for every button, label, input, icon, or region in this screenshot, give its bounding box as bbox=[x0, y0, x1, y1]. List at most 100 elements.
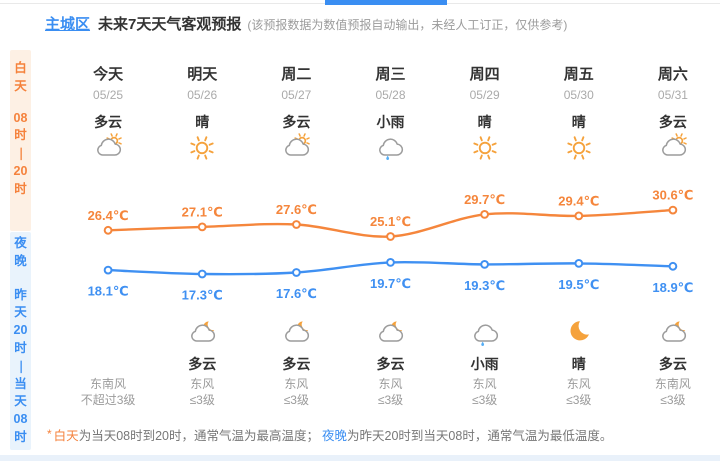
period-char: 天 bbox=[14, 78, 27, 93]
page-header: 主城区 未来7天天气客观预报 (该预报数据为数值预报自动输出，未经人工订正，仅供… bbox=[45, 13, 567, 34]
wind-info: 东风 ≤3级 bbox=[472, 376, 497, 408]
forecast-column: 今天 05/25 多云 东南风 不超过3级 bbox=[61, 60, 155, 408]
temp-data-point bbox=[480, 260, 490, 269]
forecast-column: 周六 05/31 多云 多云 东南风 ≤3级 bbox=[626, 60, 720, 408]
cloud-moon-icon bbox=[662, 321, 686, 342]
footer-day-term: 白天 bbox=[53, 429, 79, 443]
period-char: 晚 bbox=[14, 253, 27, 268]
cloud-rain-icon bbox=[379, 138, 404, 160]
temp-value-label: 27.1℃ bbox=[182, 204, 223, 219]
wind-level: ≤3级 bbox=[189, 393, 215, 407]
page-title: 未来7天天气客观预报 bbox=[98, 16, 242, 33]
temp-value-label: 25.1℃ bbox=[370, 214, 411, 229]
temp-data-point bbox=[574, 211, 584, 221]
wind-level: ≤3级 bbox=[377, 393, 404, 407]
wind-info: 东风 ≤3级 bbox=[566, 376, 591, 408]
temp-data-point bbox=[103, 265, 113, 275]
temp-data-point bbox=[386, 232, 395, 241]
date-label: 05/25 bbox=[93, 88, 124, 102]
night-condition: 多云 bbox=[188, 356, 217, 372]
temp-data-point bbox=[292, 220, 301, 229]
footer-note: * 白天为当天08时到20时，通常气温为最高温度； 夜晚为昨天20时到当天08时，通… bbox=[47, 425, 612, 444]
night-weather-icon-slot bbox=[187, 318, 217, 348]
period-char: 当 bbox=[14, 376, 27, 391]
wind-level: ≤3级 bbox=[472, 393, 498, 407]
forecast-column: 周二 05/27 多云 多云 东风 ≤3级 bbox=[249, 60, 343, 408]
temp-data-point bbox=[197, 269, 207, 279]
sun-icon bbox=[190, 136, 214, 160]
wind-level: ≤3级 bbox=[566, 393, 592, 407]
cloud-moon-icon bbox=[285, 321, 310, 342]
day-condition: 小雨 bbox=[376, 114, 405, 130]
period-char: 天 bbox=[14, 305, 27, 320]
period-char: — bbox=[14, 147, 29, 161]
day-label: 周五 bbox=[563, 65, 594, 83]
temp-data-point bbox=[103, 225, 113, 235]
wind-direction: 东风 bbox=[566, 377, 591, 391]
day-condition: 多云 bbox=[282, 114, 311, 130]
period-char: 天 bbox=[14, 394, 27, 409]
cloud-moon-icon bbox=[191, 321, 216, 342]
sun-icon bbox=[472, 136, 497, 160]
active-tab-indicator[interactable] bbox=[325, 0, 447, 5]
temperature-chart: 26.4℃ 27.1℃ 27.6℃ 25.1℃ 29.7℃ 29.4℃ 30.6℃ 18.1℃… bbox=[88, 188, 694, 303]
day-label: 周四 bbox=[469, 65, 500, 83]
wind-level: ≤3级 bbox=[660, 393, 686, 407]
day-condition: 多云 bbox=[658, 114, 687, 130]
wind-info: 东风 ≤3级 bbox=[190, 376, 215, 408]
cloud-sun-icon bbox=[285, 133, 311, 156]
period-char: 时 bbox=[14, 128, 27, 143]
period-char: 白 bbox=[14, 61, 27, 75]
wind-direction: 东风 bbox=[378, 377, 403, 391]
day-condition: 晴 bbox=[477, 114, 492, 130]
night-weather-icon-slot bbox=[564, 318, 594, 348]
day-condition: 多云 bbox=[94, 114, 123, 130]
date-label: 05/30 bbox=[563, 88, 594, 102]
temp-value-label: 26.4℃ bbox=[88, 208, 129, 223]
period-char: 08 bbox=[13, 110, 28, 125]
night-condition: 多云 bbox=[658, 356, 687, 372]
day-label: 周六 bbox=[657, 65, 688, 83]
temp-data-point bbox=[197, 222, 207, 232]
temp-data-point bbox=[668, 261, 678, 271]
period-char: 时 bbox=[14, 181, 27, 196]
period-char: 时 bbox=[14, 340, 27, 355]
period-char: — bbox=[14, 360, 29, 373]
wind-info: 东风 ≤3级 bbox=[378, 376, 403, 408]
temp-value-label: 29.4℃ bbox=[558, 193, 599, 208]
date-label: 05/26 bbox=[187, 88, 218, 102]
cloud-moon-icon bbox=[379, 321, 404, 342]
forecast-column: 周四 05/29 晴 小雨 东风 ≤3级 bbox=[438, 60, 532, 408]
footer-night-text: 为昨天20时到当天08时，通常气温为最低温度。 bbox=[347, 429, 613, 443]
temp-value-label: 18.9℃ bbox=[652, 280, 693, 295]
night-weather-icon-slot bbox=[281, 318, 311, 348]
temp-value-label: 30.6℃ bbox=[652, 188, 693, 203]
night-weather-icon-slot bbox=[470, 318, 500, 348]
wind-level: ≤3级 bbox=[283, 393, 309, 407]
cloud-sun-icon bbox=[97, 133, 122, 156]
night-condition: 小雨 bbox=[470, 356, 499, 372]
day-weather-icon-slot bbox=[375, 132, 405, 162]
temp-data-point bbox=[668, 205, 678, 215]
forecast-column: 周五 05/30 晴 晴 东风 ≤3级 bbox=[532, 60, 626, 408]
night-period-label: 夜晚昨天 20 时 — 当天 08 时 bbox=[10, 232, 31, 450]
day-weather-icon-slot bbox=[470, 132, 500, 162]
day-weather-icon-slot bbox=[93, 132, 123, 162]
wind-direction: 东风 bbox=[472, 377, 497, 391]
temp-data-point bbox=[480, 210, 490, 219]
region-link[interactable]: 主城区 bbox=[45, 16, 91, 33]
footer-asterisk: * bbox=[47, 427, 52, 441]
day-weather-icon-slot bbox=[281, 132, 311, 162]
moon-icon bbox=[570, 321, 589, 341]
day-weather-icon-slot bbox=[564, 132, 594, 162]
night-weather-icon-slot bbox=[375, 318, 405, 348]
temp-value-label: 17.3℃ bbox=[182, 288, 223, 303]
temp-value-label: 19.7℃ bbox=[370, 276, 411, 291]
temp-data-point bbox=[386, 258, 395, 267]
period-char: 20 bbox=[13, 163, 28, 178]
bottom-strip bbox=[0, 455, 720, 461]
cloud-sun-icon bbox=[662, 133, 687, 156]
temp-data-point bbox=[574, 259, 584, 268]
forecast-column: 周三 05/28 小雨 多云 东风 ≤3级 bbox=[343, 60, 437, 408]
period-char: 时 bbox=[14, 429, 27, 444]
